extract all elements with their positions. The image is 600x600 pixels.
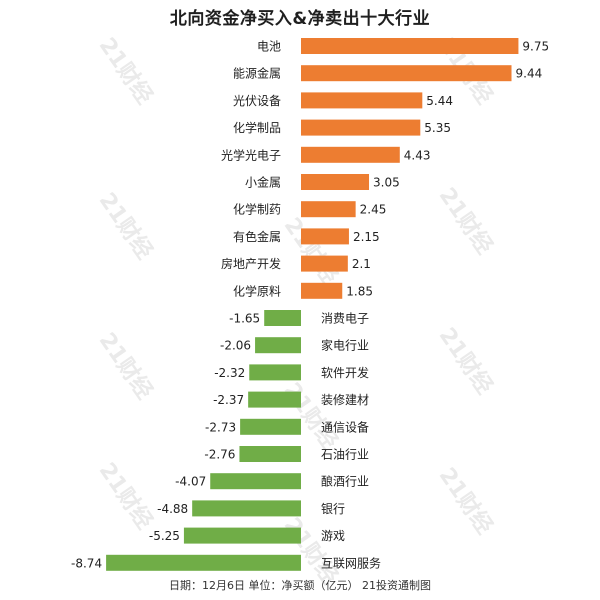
- bar: [239, 446, 301, 462]
- bar: [301, 65, 512, 82]
- watermark: 21财经: [94, 188, 158, 264]
- watermark: 21财经: [279, 213, 343, 289]
- bar: [240, 418, 301, 435]
- data-label: 2.45: [360, 203, 387, 217]
- category-label: 能源金属: [233, 66, 281, 81]
- chart-title: 北向资金净买入&净卖出十大行业: [169, 9, 431, 29]
- data-label: -8.74: [71, 556, 102, 570]
- category-label: 化学制品: [233, 120, 281, 135]
- watermark: 21财经: [94, 33, 158, 109]
- category-label: 石油行业: [321, 448, 369, 462]
- data-label: -2.73: [205, 420, 236, 434]
- category-label: 消费电子: [321, 312, 369, 326]
- watermark: 21财经: [94, 458, 158, 534]
- bar: [301, 201, 356, 218]
- bar: [192, 500, 301, 517]
- category-label: 软件开发: [321, 365, 369, 380]
- category-label: 光伏设备: [233, 94, 281, 108]
- data-label: 2.15: [353, 230, 380, 244]
- bar: [248, 391, 301, 408]
- category-label: 家电行业: [321, 338, 369, 353]
- data-label: 5.35: [424, 121, 451, 135]
- category-label: 小金属: [245, 175, 281, 190]
- data-label: 4.43: [404, 148, 431, 162]
- bar: [183, 527, 301, 544]
- bar: [301, 255, 348, 272]
- bar: [264, 310, 301, 326]
- bar: [301, 282, 343, 299]
- watermark: 21财经: [434, 323, 498, 399]
- data-label: 9.75: [522, 40, 549, 54]
- data-label: -5.25: [149, 529, 180, 543]
- watermark: 21财经: [434, 463, 498, 539]
- category-label: 装修建材: [321, 392, 369, 407]
- data-label: -2.06: [220, 339, 251, 353]
- category-label: 房地产开发: [221, 256, 281, 271]
- data-label: 3.05: [373, 176, 400, 190]
- watermark: 21财经: [279, 378, 343, 454]
- data-label: -4.07: [175, 475, 206, 489]
- category-label: 酿酒行业: [321, 474, 369, 489]
- chart-footer: 日期：12月6日 单位：净买额（亿元） 21投资通制图: [169, 579, 431, 592]
- category-label: 化学制药: [233, 202, 281, 217]
- data-label: -2.76: [204, 448, 235, 462]
- data-label: 9.44: [516, 67, 543, 81]
- bar: [301, 119, 421, 136]
- data-label: -2.37: [213, 393, 244, 407]
- bar: [255, 337, 301, 354]
- bar: [301, 92, 423, 109]
- bar: [301, 38, 519, 54]
- bar: [249, 364, 301, 381]
- bar: [301, 228, 349, 245]
- watermark: 21财经: [434, 183, 498, 259]
- bar: [210, 473, 301, 490]
- data-label: 5.44: [426, 94, 453, 108]
- bar: [301, 146, 400, 163]
- category-label: 化学原料: [233, 283, 281, 298]
- bar: [106, 554, 302, 571]
- data-label: -2.32: [214, 366, 245, 380]
- data-label: -1.65: [229, 312, 260, 326]
- category-label: 电池: [257, 40, 281, 54]
- category-label: 游戏: [321, 529, 345, 543]
- data-label: 2.1: [352, 257, 371, 271]
- watermark: 21财经: [94, 328, 158, 404]
- bar: [301, 174, 370, 190]
- data-label: -4.88: [157, 502, 188, 516]
- category-label: 有色金属: [233, 229, 281, 244]
- category-label: 光学光电子: [221, 147, 281, 162]
- category-label: 通信设备: [321, 420, 369, 434]
- category-label: 银行: [321, 502, 345, 516]
- data-label: 1.85: [346, 284, 373, 298]
- category-label: 互联网服务: [321, 555, 381, 570]
